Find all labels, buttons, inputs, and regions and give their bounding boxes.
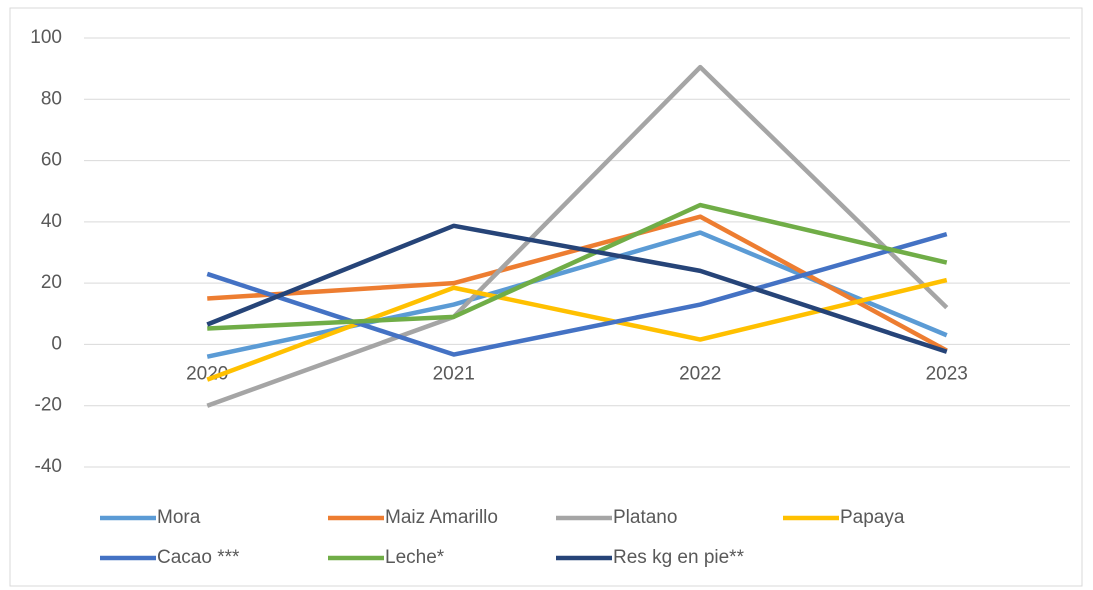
y-tick-label: -20 [35, 395, 62, 416]
y-tick-label: -40 [35, 456, 62, 477]
series-line [206, 64, 949, 408]
series-line [207, 202, 948, 331]
x-tick-label: 2020 [186, 363, 228, 384]
y-tick-label: 40 [41, 211, 62, 232]
legend-label: Leche* [385, 547, 445, 568]
legend-label: Papaya [840, 507, 905, 528]
y-tick-label: 80 [41, 88, 62, 109]
series-line [206, 223, 948, 354]
legend-label: Res kg en pie** [613, 547, 745, 568]
y-tick-label: 20 [41, 272, 62, 293]
series-line [206, 231, 948, 357]
legend-label: Maiz Amarillo [385, 507, 498, 528]
legend-label: Cacao *** [157, 547, 240, 568]
chart-frame [9, 7, 1083, 587]
x-tick-label: 2023 [926, 363, 968, 384]
y-tick-label: 0 [51, 333, 62, 354]
x-tick-label: 2022 [679, 363, 721, 384]
x-tick-label: 2021 [433, 363, 475, 384]
y-tick-label: 100 [30, 27, 62, 48]
y-tick-label: 60 [41, 150, 62, 171]
legend-label: Platano [613, 507, 677, 528]
legend-label: Mora [157, 507, 201, 528]
